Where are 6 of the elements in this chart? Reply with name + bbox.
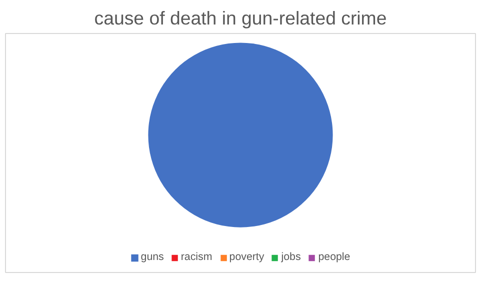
legend-label: racism — [180, 251, 212, 263]
legend-label: guns — [140, 251, 164, 263]
legend-label: poverty — [229, 251, 264, 263]
legend-label: people — [318, 251, 350, 263]
chart-title: cause of death in gun-related crime — [94, 8, 387, 28]
legend-label: jobs — [281, 251, 302, 263]
